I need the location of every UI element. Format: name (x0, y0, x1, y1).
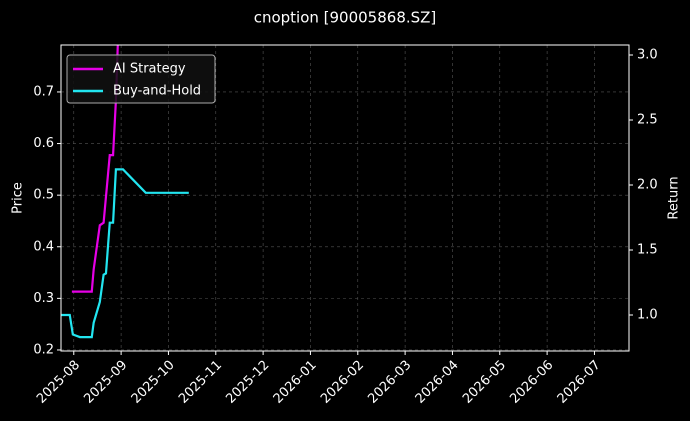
series-line (61, 168, 189, 339)
y2-tick-label: 1.5 (637, 242, 658, 257)
y-tick-label: 0.3 (33, 291, 54, 306)
plot-lines (61, 45, 189, 339)
y2-tick-label: 3.0 (637, 48, 658, 63)
y2-tick-label: 2.0 (637, 178, 658, 193)
legend-label: AI Strategy (113, 62, 186, 77)
y-tick-label: 0.2 (33, 342, 54, 357)
y2-axis-label: Return (667, 176, 682, 219)
y-tick-label: 0.6 (33, 136, 54, 151)
y2-tick-label: 1.0 (637, 307, 658, 322)
chart-title: cnoption [90005868.SZ] (254, 9, 437, 27)
legend: AI Strategy Buy-and-Hold (66, 54, 216, 104)
y2-tick-label: 2.5 (637, 113, 658, 128)
y-tick-label: 0.7 (33, 84, 54, 99)
series-line (71, 45, 119, 293)
legend-label: Buy-and-Hold (113, 84, 201, 99)
y-tick-label: 0.5 (33, 188, 54, 203)
plot-frame (60, 44, 630, 352)
y-axis-label: Price (11, 182, 26, 214)
legend-box (66, 54, 216, 104)
y-tick-label: 0.4 (33, 239, 54, 254)
